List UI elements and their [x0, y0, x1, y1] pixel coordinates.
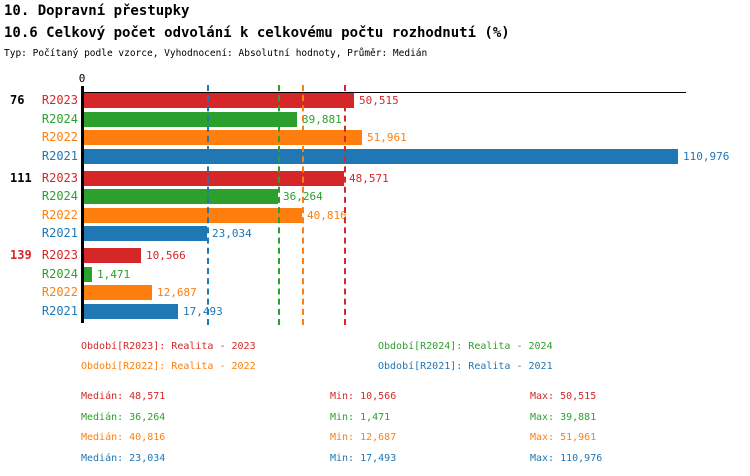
- bar-value-label: 10,566: [146, 249, 186, 262]
- bar-r2024: [84, 189, 278, 204]
- bar-r2022: [84, 285, 152, 300]
- bar-value-label: 110,976: [683, 149, 730, 163]
- stat-min-r2022: Min: 12,687: [330, 432, 397, 443]
- stat-max-r2023: Max: 50,515: [530, 391, 597, 402]
- bar-value-label: 39,881: [302, 112, 342, 126]
- stat-min-r2021: Min: 17,493: [330, 452, 397, 464]
- x-axis-zero-label: 0: [78, 72, 86, 85]
- legend-item-r2023: Období[R2023]: Realita - 2023: [81, 341, 256, 352]
- legend-item-r2022: Období[R2022]: Realita - 2022: [81, 361, 256, 372]
- bar-r2023: [84, 248, 141, 263]
- row-label-r2024: R2024: [41, 111, 78, 126]
- legend-item-r2024: Období[R2024]: Realita - 2024: [378, 341, 553, 352]
- page-title: 10. Dopravní přestupky: [4, 3, 190, 19]
- row-label-r2024: R2024: [41, 266, 78, 281]
- bar-r2024: [84, 266, 92, 282]
- group-label: 139: [10, 248, 32, 262]
- legend-item-r2021: Období[R2021]: Realita - 2021: [378, 361, 553, 372]
- bar-value-label: 50,515: [359, 94, 399, 107]
- stat-median-r2021: Medián: 23,034: [81, 452, 166, 464]
- row-label-r2023: R2023: [41, 248, 78, 262]
- bar-value-label: 48,571: [349, 171, 389, 185]
- row-label-r2023: R2023: [41, 170, 78, 185]
- chart-meta-line: Typ: Počítaný podle vzorce, Vyhodnocení:…: [4, 48, 428, 59]
- stat-max-r2022: Max: 51,961: [530, 432, 597, 443]
- median-line-r2022: [302, 85, 304, 325]
- x-axis-line: [82, 92, 686, 93]
- row-label-r2024: R2024: [41, 189, 78, 203]
- stat-max-r2024: Max: 39,881: [530, 411, 597, 423]
- plot-area: 0 R2023 50,515 R2024 39,881 R2022 51,961 R2021…: [10, 72, 730, 325]
- stat-min-r2023: Min: 10,566: [330, 391, 397, 402]
- stat-median-r2024: Medián: 36,264: [81, 411, 166, 423]
- row-label-r2022: R2022: [41, 285, 78, 299]
- chart-title: 10.6 Celkový počet odvolání k celkovému …: [4, 25, 510, 41]
- bar-value-label: 23,034: [212, 227, 252, 240]
- bar-value-label: 51,961: [367, 131, 407, 144]
- bar-r2021: [84, 226, 207, 241]
- row-label-r2023: R2023: [41, 93, 78, 107]
- row-label-r2021: R2021: [41, 148, 78, 163]
- bar-r2021: [84, 148, 678, 164]
- bar-r2023: [84, 170, 344, 186]
- group-label: 111: [10, 170, 32, 185]
- stat-median-r2023: Medián: 48,571: [81, 391, 166, 402]
- bar-value-label: 40,816: [307, 208, 347, 222]
- bar-value-label: 1,471: [97, 267, 131, 281]
- group-label: 76: [10, 93, 25, 107]
- y-axis-line: [81, 86, 84, 323]
- median-line-r2023: [344, 85, 346, 325]
- bar-value-label: 12,687: [157, 286, 197, 299]
- stat-median-r2022: Medián: 40,816: [81, 432, 166, 443]
- bar-r2022: [84, 207, 302, 223]
- row-label-r2021: R2021: [41, 303, 78, 318]
- bar-r2021: [84, 303, 178, 319]
- median-line-r2024: [278, 85, 280, 325]
- bar-r2024: [84, 111, 297, 127]
- bar-value-label: 17,493: [183, 304, 223, 318]
- median-line-r2021: [207, 85, 209, 325]
- row-label-r2022: R2022: [41, 207, 78, 222]
- row-label-r2021: R2021: [41, 226, 78, 240]
- row-label-r2022: R2022: [41, 130, 78, 144]
- bar-r2023: [84, 93, 354, 108]
- bar-r2022: [84, 130, 362, 145]
- stat-max-r2021: Max: 110,976: [530, 452, 603, 464]
- stat-min-r2024: Min: 1,471: [330, 411, 391, 423]
